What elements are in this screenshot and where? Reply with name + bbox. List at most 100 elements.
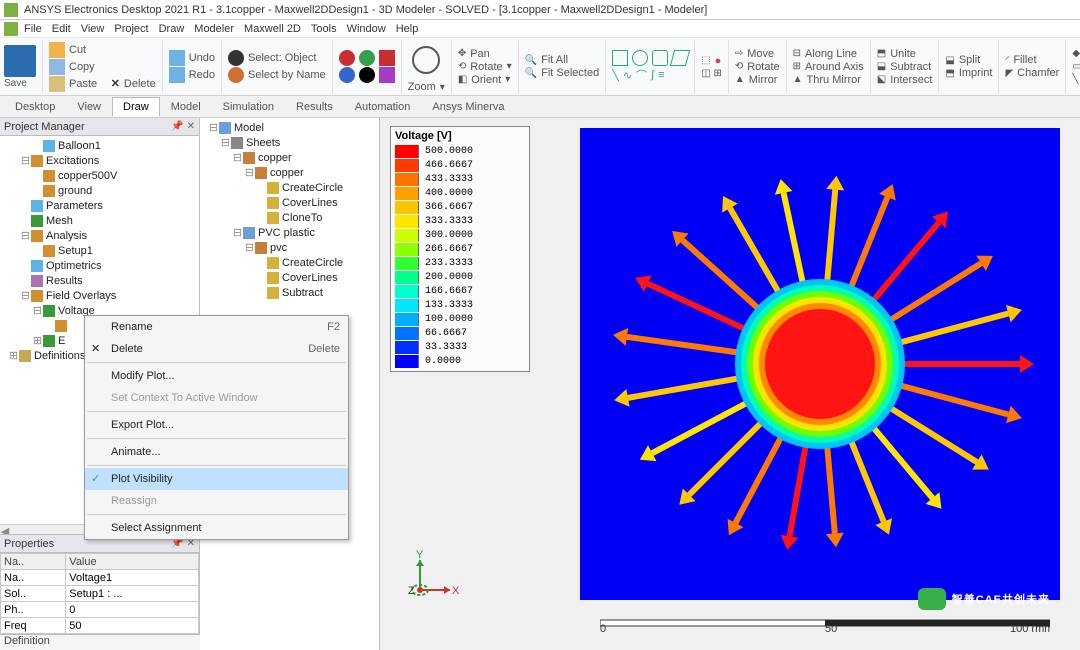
around-axis-label[interactable]: Around Axis (805, 61, 864, 73)
menu-item-modify-plot-[interactable]: Modify Plot... (85, 365, 348, 387)
prop-cell[interactable]: Sol.. (1, 586, 66, 602)
tree-node[interactable]: CoverLines (204, 195, 377, 210)
menu-maxwell-2d[interactable]: Maxwell 2D (244, 23, 301, 35)
mirror-label[interactable]: Mirror (749, 74, 778, 86)
tab-draw[interactable]: Draw (112, 97, 160, 117)
tree-node[interactable]: CloneTo (204, 210, 377, 225)
tree-node[interactable]: Results (4, 273, 197, 288)
tree-node[interactable]: CoverLines (204, 270, 377, 285)
tree-node[interactable]: Mesh (4, 213, 197, 228)
fillet-label[interactable]: Fillet (1013, 54, 1036, 66)
redo-icon[interactable] (169, 67, 185, 83)
prop-cell[interactable]: 50 (66, 618, 199, 634)
menu-item-select-assignment[interactable]: Select Assignment (85, 517, 348, 539)
prop-cell[interactable]: Freq (1, 618, 66, 634)
menu-view[interactable]: View (81, 23, 105, 35)
select-name-icon[interactable] (228, 67, 244, 83)
menu-project[interactable]: Project (114, 23, 148, 35)
tree-node[interactable]: Setup1 (4, 243, 197, 258)
orient-label[interactable]: Orient (471, 74, 501, 86)
black-dot-icon[interactable] (359, 67, 375, 83)
tree-node[interactable]: ⊟copper (204, 150, 377, 165)
prop-cell[interactable]: 0 (66, 602, 199, 618)
menu-file[interactable]: File (24, 23, 42, 35)
tree-node[interactable]: ⊟Sheets (204, 135, 377, 150)
tree-node[interactable]: Optimetrics (4, 258, 197, 273)
tab-desktop[interactable]: Desktop (4, 97, 66, 117)
purple-sq-icon[interactable] (379, 67, 395, 83)
tab-simulation[interactable]: Simulation (212, 97, 285, 117)
menu-item-export-plot-[interactable]: Export Plot... (85, 414, 348, 436)
shape-ellipse-icon[interactable] (652, 50, 668, 66)
imprint-label[interactable]: Imprint (959, 67, 993, 79)
cut-icon[interactable] (49, 42, 65, 58)
shape-poly-icon[interactable] (670, 50, 690, 66)
prop-cell[interactable]: Ph.. (1, 602, 66, 618)
split-label[interactable]: Split (959, 54, 980, 66)
context-menu[interactable]: RenameF2✕DeleteDeleteModify Plot...Set C… (84, 315, 349, 540)
rotate-op-label[interactable]: Rotate (747, 61, 779, 73)
tab-view[interactable]: View (66, 97, 112, 117)
fit-all-label[interactable]: Fit All (541, 54, 568, 66)
prop-cell[interactable]: Setup1 : ... (66, 586, 199, 602)
shape-rect-icon[interactable] (612, 50, 628, 66)
menu-help[interactable]: Help (396, 23, 419, 35)
prop-cell[interactable]: Na.. (1, 570, 66, 586)
tree-node[interactable]: ⊟Excitations (4, 153, 197, 168)
thru-mirror-label[interactable]: Thru Mirror (807, 74, 861, 86)
prop-cell[interactable]: Voltage1 (66, 570, 199, 586)
tab-results[interactable]: Results (285, 97, 344, 117)
menu-edit[interactable]: Edit (52, 23, 71, 35)
menu-modeler[interactable]: Modeler (194, 23, 234, 35)
tree-node[interactable]: CreateCircle (204, 255, 377, 270)
legend-row: 366.6667 (395, 200, 525, 214)
tree-node[interactable]: ⊟PVC plastic (204, 225, 377, 240)
select-icon[interactable] (228, 50, 244, 66)
tree-node[interactable]: ⊟copper (204, 165, 377, 180)
save-button[interactable] (4, 45, 36, 77)
tree-node[interactable]: ⊟pvc (204, 240, 377, 255)
intersect-label[interactable]: Intersect (890, 74, 932, 86)
tree-node[interactable]: Subtract (204, 285, 377, 300)
zoom-icon[interactable] (412, 46, 440, 74)
tree-node[interactable]: ⊟Analysis (4, 228, 197, 243)
paste-icon[interactable] (49, 76, 65, 92)
tree-node[interactable]: ground (4, 183, 197, 198)
rotate-label[interactable]: Rotate (470, 61, 502, 73)
unite-label[interactable]: Unite (890, 48, 916, 60)
pin-icon[interactable]: 📌 ✕ (171, 121, 195, 132)
move-label[interactable]: Move (747, 48, 774, 60)
tab-model[interactable]: Model (160, 97, 212, 117)
axis-triad: X Y Z (390, 550, 460, 610)
shape-circle-icon[interactable] (632, 50, 648, 66)
undo-icon[interactable] (169, 50, 185, 66)
chamfer-label[interactable]: Chamfer (1017, 67, 1059, 79)
tree-node[interactable]: CreateCircle (204, 180, 377, 195)
blue-dot-icon[interactable] (339, 67, 355, 83)
menu-tools[interactable]: Tools (311, 23, 337, 35)
menu-item-animate-[interactable]: Animate... (85, 441, 348, 463)
green-dot-icon[interactable] (359, 50, 375, 66)
tree-node[interactable]: copper500V (4, 168, 197, 183)
tab-ansys-minerva[interactable]: Ansys Minerva (421, 97, 515, 117)
pan-label[interactable]: Pan (470, 48, 490, 60)
red-sq-icon[interactable] (379, 50, 395, 66)
menu-item-delete[interactable]: ✕DeleteDelete (85, 338, 348, 360)
viewport[interactable]: Voltage [V] 500.0000466.6667433.3333400.… (380, 118, 1080, 650)
model-tree[interactable]: ⊟Model⊟Sheets⊟copper⊟copperCreateCircleC… (200, 118, 379, 302)
menu-window[interactable]: Window (347, 23, 386, 35)
red-dot-icon[interactable] (339, 50, 355, 66)
tree-node[interactable]: ⊟Field Overlays (4, 288, 197, 303)
menu-item-rename[interactable]: RenameF2 (85, 316, 348, 338)
fit-selected-label[interactable]: Fit Selected (541, 67, 599, 79)
copy-icon[interactable] (49, 59, 65, 75)
tab-automation[interactable]: Automation (344, 97, 422, 117)
tree-node[interactable]: Parameters (4, 198, 197, 213)
menu-item-plot-visibility[interactable]: ✓Plot Visibility (85, 468, 348, 490)
definition-tab[interactable]: Definition (0, 634, 200, 650)
tree-node[interactable]: Balloon1 (4, 138, 197, 153)
tree-node[interactable]: ⊟Model (204, 120, 377, 135)
subtract-label[interactable]: Subtract (890, 61, 931, 73)
along-line-label[interactable]: Along Line (805, 48, 857, 60)
menu-draw[interactable]: Draw (159, 23, 185, 35)
